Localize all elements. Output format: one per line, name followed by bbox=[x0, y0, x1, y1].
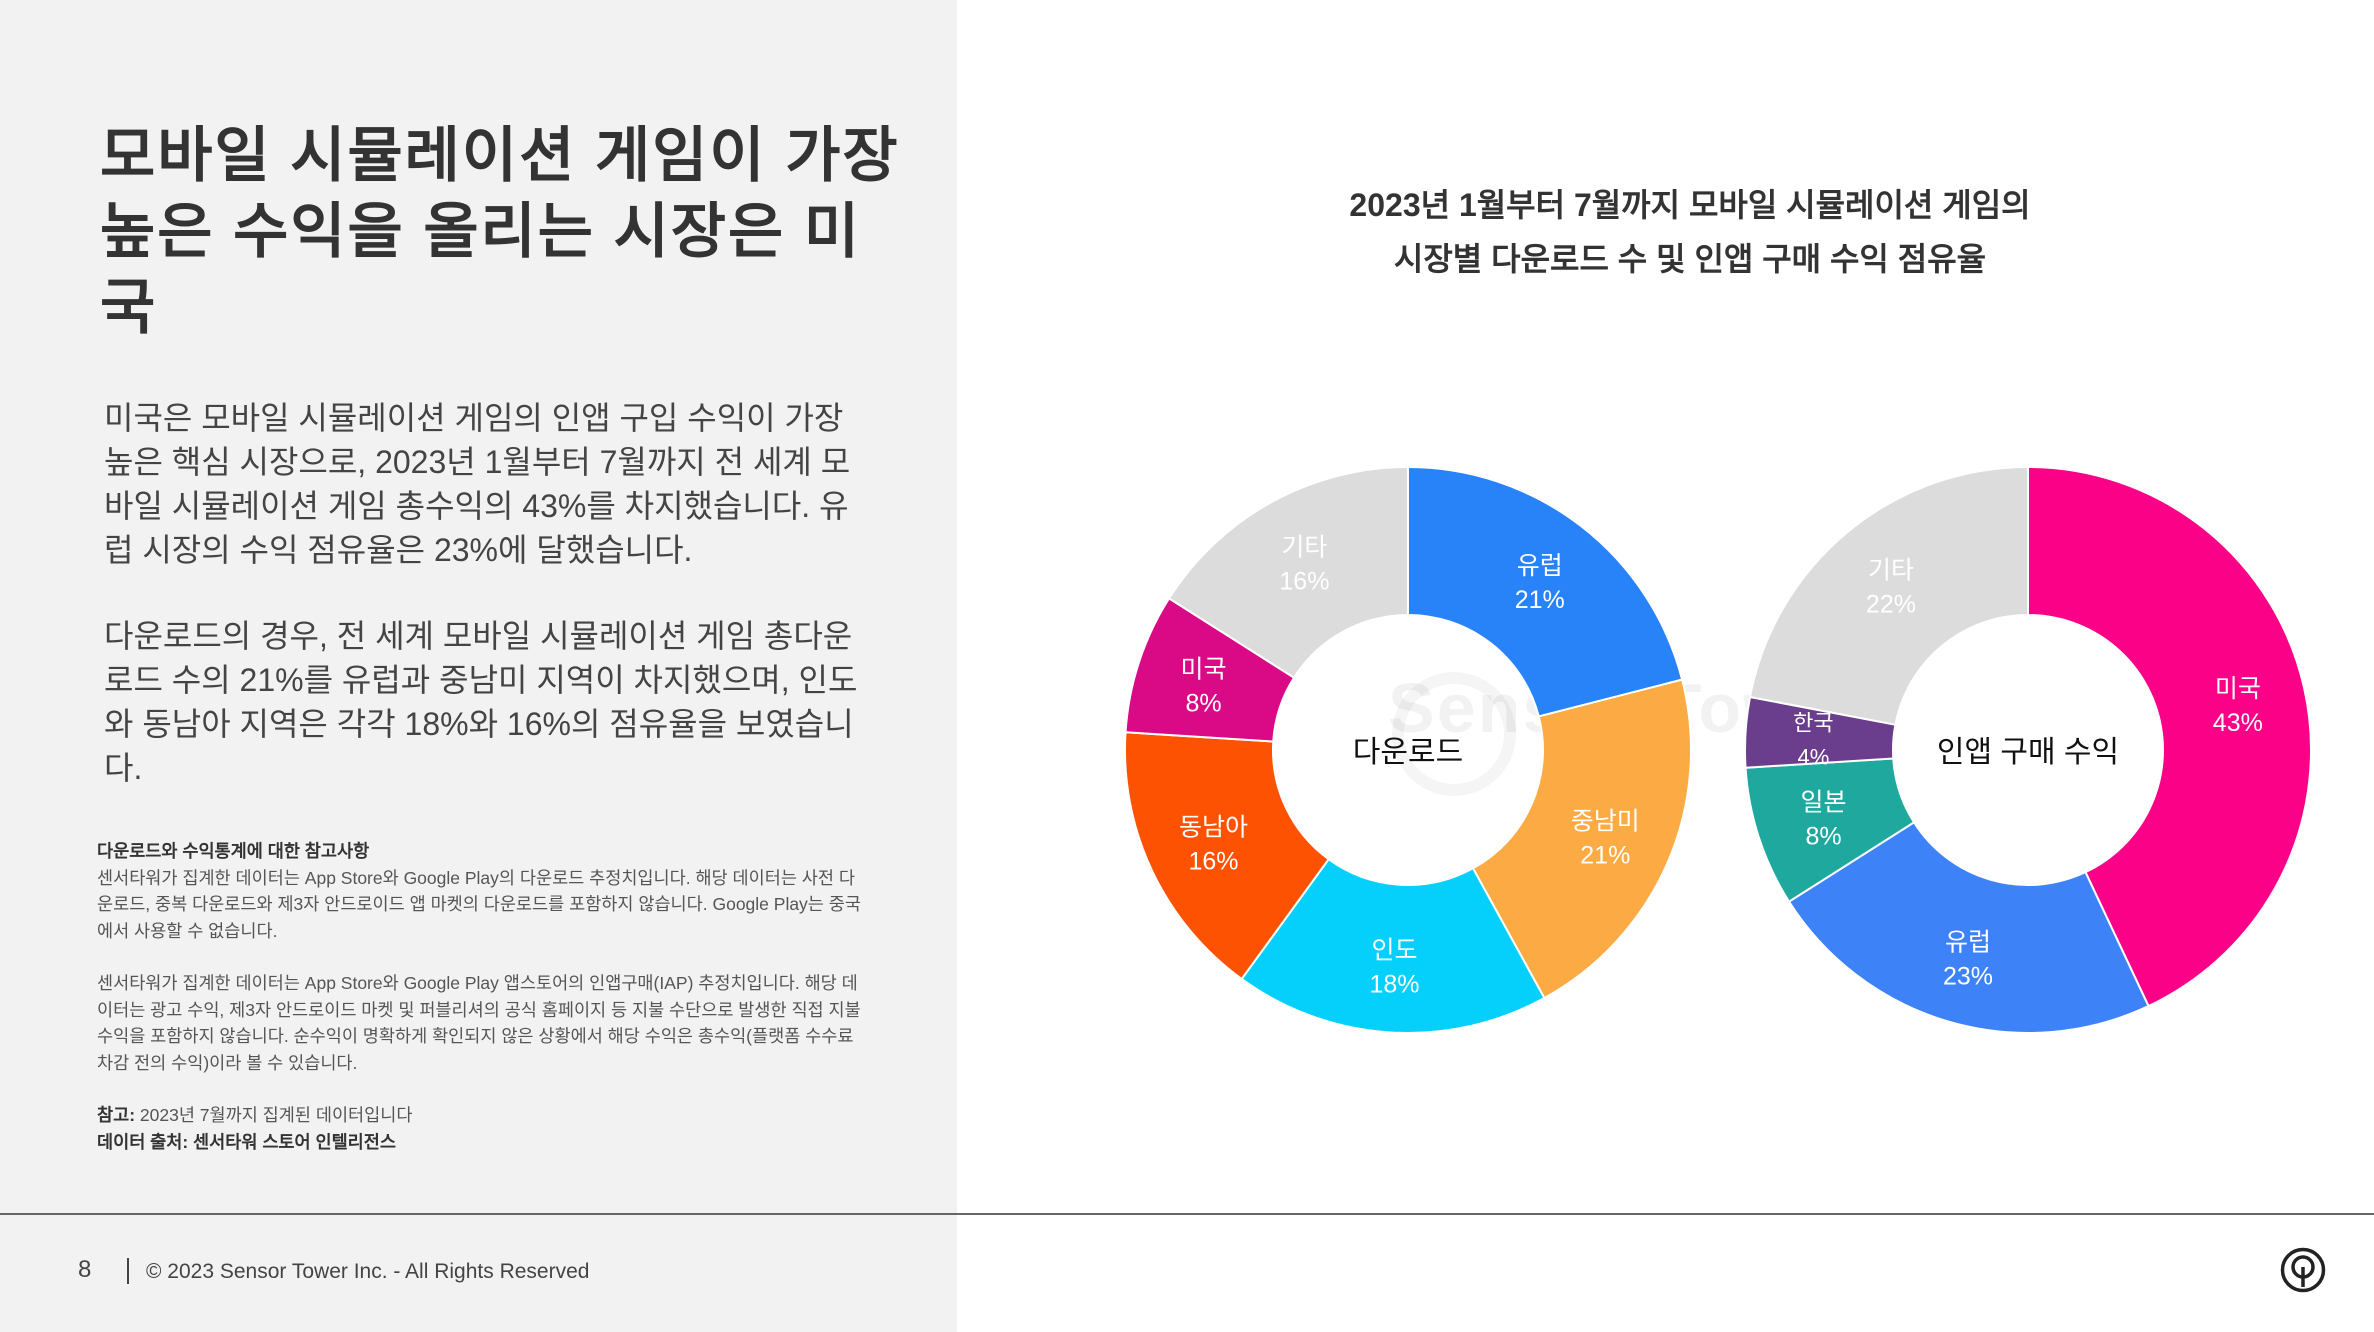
chart-title-line-1: 2023년 1월부터 7월까지 모바일 시뮬레이션 게임의 bbox=[1349, 187, 2031, 223]
slice-1-6 bbox=[1167, 465, 1409, 680]
sensor-tower-logo-icon bbox=[2280, 1247, 2326, 1293]
slice-value-label: 23% bbox=[1943, 962, 1993, 990]
slice-value-label: 16% bbox=[1188, 848, 1238, 876]
slice-label: 인도 bbox=[1371, 937, 1417, 965]
body-paragraph-1: 미국은 모바일 시뮬레이션 게임의 인앱 구입 수익이 가장 높은 핵심 시장으… bbox=[104, 400, 851, 568]
slice-value-label: 8% bbox=[1805, 822, 1841, 850]
donut-center-label: 인앱 구매 수익 bbox=[1937, 736, 2119, 769]
slice-label: 미국 bbox=[1181, 656, 1227, 684]
footer-divider bbox=[0, 1213, 2374, 1215]
notes-reference-label: 참고: bbox=[97, 1105, 136, 1125]
slice-value-label: 16% bbox=[1279, 568, 1329, 596]
slice-1-3 bbox=[1240, 857, 1546, 1034]
slice-value-label: 18% bbox=[1369, 971, 1419, 999]
slice-label: 기타 bbox=[1868, 556, 1914, 584]
slice-label: 유럽 bbox=[1517, 552, 1563, 580]
slice-1-4 bbox=[1124, 731, 1331, 981]
notes-paragraph-1: 센서타워가 집계한 데이터는 App Store와 Google Play의 다… bbox=[97, 867, 861, 941]
slice-label: 한국 bbox=[1793, 711, 1833, 736]
notes-reference: 참고: 2023년 7월까지 집계된 데이터입니다 bbox=[97, 1102, 869, 1129]
body-paragraph-2: 다운로드의 경우, 전 세계 모바일 시뮬레이션 게임 총다운로드 수의 21%… bbox=[104, 618, 858, 786]
notes-source: 데이터 출처: 센서타워 스토어 인텔리전스 bbox=[97, 1131, 396, 1152]
slice-1-1 bbox=[1407, 465, 1684, 718]
donut-chart-1: 유럽 21% 중남미 21% 인도 18% 동남아 16% 미국 8% 기타 16% 다운로드 bbox=[1124, 465, 1692, 1034]
chart-title: 2023년 1월부터 7월까지 모바일 시뮬레이션 게임의 시장별 다운로드 수… bbox=[1250, 178, 2130, 286]
footer-separator bbox=[127, 1258, 129, 1284]
slice-1-2 bbox=[1471, 678, 1692, 1000]
slice-value-label: 4% bbox=[1798, 745, 1830, 770]
slice-value-label: 8% bbox=[1185, 690, 1221, 718]
page-title: 모바일 시뮬레이션 게임이 가장 높은 수익을 올리는 시장은 미국 bbox=[100, 122, 900, 341]
slice-2-2 bbox=[1787, 820, 2150, 1034]
slice-label: 유럽 bbox=[1945, 928, 1991, 956]
slice-value-label: 21% bbox=[1515, 586, 1565, 614]
notes-reference-text: 2023년 7월까지 집계된 데이터입니다 bbox=[135, 1105, 413, 1125]
notes-heading: 다운로드와 수익통계에 대한 참고사항 bbox=[97, 841, 370, 861]
slice-label: 일본 bbox=[1801, 788, 1847, 816]
slice-2-5 bbox=[1748, 465, 2029, 726]
page-number: 8 bbox=[78, 1256, 92, 1283]
slice-value-label: 22% bbox=[1866, 590, 1916, 618]
notes-section: 다운로드와 수익통계에 대한 참고사항 센서타워가 집계한 데이터는 App S… bbox=[97, 838, 869, 1155]
slice-label: 기타 bbox=[1281, 534, 1327, 562]
left-panel bbox=[0, 0, 957, 1332]
donut-chart-2: 미국 43% 유럽 23% 일본 8% 한국 4% 기타 22% 인앱 구매 수익 bbox=[1744, 465, 2313, 1034]
chart-title-line-2: 시장별 다운로드 수 및 인앱 구매 수익 점유율 bbox=[1393, 241, 1987, 277]
slice-value-label: 21% bbox=[1580, 841, 1630, 869]
slice-2-1 bbox=[2027, 465, 2313, 1008]
slice-value-label: 43% bbox=[2213, 709, 2263, 737]
notes-paragraph-2: 센서타워가 집계한 데이터는 App Store와 Google Play 앱스… bbox=[97, 973, 861, 1073]
slice-label: 동남아 bbox=[1179, 814, 1248, 842]
copyright: © 2023 Sensor Tower Inc. - All Rights Re… bbox=[146, 1260, 590, 1283]
slice-label: 미국 bbox=[2215, 675, 2261, 703]
donut-center-label: 다운로드 bbox=[1353, 736, 1463, 769]
slice-label: 중남미 bbox=[1571, 807, 1640, 835]
